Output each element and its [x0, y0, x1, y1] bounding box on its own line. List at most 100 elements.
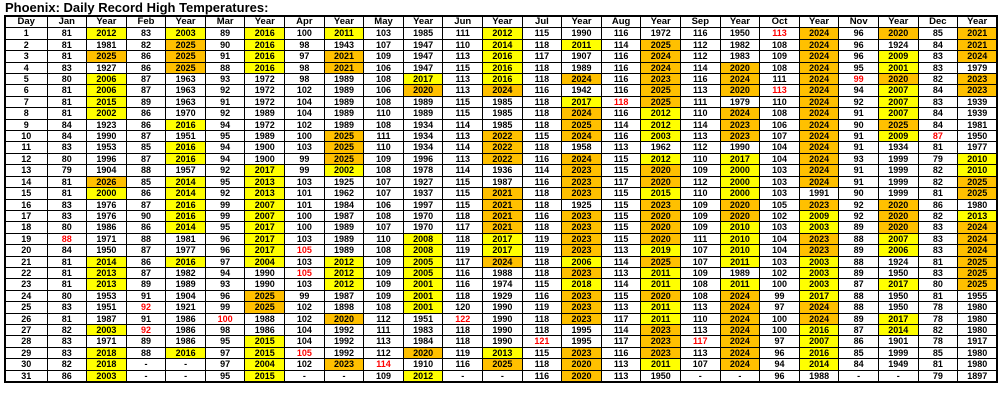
- temp-cell[interactable]: 113: [600, 358, 642, 371]
- temp-cell[interactable]: 114: [600, 118, 642, 132]
- temp-cell[interactable]: 81: [46, 84, 88, 97]
- temp-cell[interactable]: 113: [680, 130, 721, 143]
- year-cell[interactable]: 1999: [877, 164, 919, 177]
- temp-cell[interactable]: 99: [204, 209, 246, 223]
- year-cell[interactable]: 2005: [402, 255, 444, 268]
- day-cell[interactable]: 22: [4, 266, 48, 280]
- year-cell[interactable]: 1934: [877, 141, 919, 154]
- year-cell[interactable]: 2001: [877, 61, 919, 75]
- temp-cell[interactable]: 88: [125, 232, 167, 246]
- year-cell[interactable]: 2018: [86, 358, 127, 371]
- temp-cell[interactable]: 106: [363, 198, 404, 211]
- temp-cell[interactable]: 116: [521, 84, 563, 97]
- year-cell[interactable]: 2013: [244, 175, 286, 189]
- temp-cell[interactable]: 113: [442, 130, 484, 143]
- temp-cell[interactable]: 86: [125, 61, 167, 75]
- temp-cell[interactable]: 88: [838, 289, 879, 303]
- temp-cell[interactable]: 83: [917, 61, 959, 75]
- year-cell[interactable]: 2024: [957, 50, 998, 63]
- year-cell[interactable]: 1950: [957, 130, 998, 143]
- year-cell[interactable]: 2016: [244, 50, 286, 63]
- temp-cell[interactable]: 113: [680, 301, 721, 314]
- year-cell[interactable]: 2023: [719, 118, 761, 132]
- year-cell[interactable]: 1953: [86, 141, 127, 154]
- temp-cell[interactable]: 117: [521, 50, 563, 63]
- temp-cell[interactable]: 111: [680, 95, 721, 109]
- year-cell[interactable]: 2019: [640, 244, 681, 257]
- column-header-dec[interactable]: Dec: [917, 15, 959, 29]
- temp-cell[interactable]: 83: [125, 27, 167, 40]
- temp-cell[interactable]: 112: [680, 141, 721, 154]
- year-cell[interactable]: 2006: [86, 73, 127, 86]
- temp-cell[interactable]: 104: [759, 152, 800, 166]
- day-cell[interactable]: 16: [4, 198, 48, 211]
- temp-cell[interactable]: 98: [284, 38, 325, 52]
- year-cell[interactable]: 2024: [798, 312, 840, 325]
- column-header-year[interactable]: Year: [86, 15, 127, 29]
- day-cell[interactable]: 8: [4, 107, 48, 120]
- temp-cell[interactable]: 104: [759, 232, 800, 246]
- year-cell[interactable]: 1985: [402, 27, 444, 40]
- temp-cell[interactable]: 92: [204, 84, 246, 97]
- temp-cell[interactable]: 83: [46, 301, 88, 314]
- year-cell[interactable]: 1917: [957, 335, 998, 348]
- year-cell[interactable]: 1897: [957, 369, 998, 383]
- temp-cell[interactable]: 96: [204, 232, 246, 246]
- day-cell[interactable]: 10: [4, 130, 48, 143]
- temp-cell[interactable]: 108: [363, 95, 404, 109]
- year-cell[interactable]: 1971: [86, 232, 127, 246]
- temp-cell[interactable]: 81: [46, 255, 88, 268]
- temp-cell[interactable]: 98: [284, 73, 325, 86]
- temp-cell[interactable]: 110: [680, 152, 721, 166]
- temp-cell[interactable]: 116: [521, 175, 563, 189]
- year-cell[interactable]: 1947: [402, 61, 444, 75]
- temp-cell[interactable]: 78: [917, 335, 959, 348]
- temp-cell[interactable]: 92: [125, 301, 167, 314]
- temp-cell[interactable]: 84: [838, 358, 879, 371]
- year-cell[interactable]: 2011: [640, 312, 681, 325]
- year-cell[interactable]: 2024: [798, 95, 840, 109]
- temp-cell[interactable]: 79: [46, 164, 88, 177]
- year-cell[interactable]: 2020: [640, 164, 681, 177]
- temp-cell[interactable]: 96: [838, 27, 879, 40]
- temp-cell[interactable]: 109: [363, 278, 404, 291]
- year-cell[interactable]: 2020: [877, 198, 919, 211]
- year-cell[interactable]: 1950: [86, 244, 127, 257]
- temp-cell[interactable]: 109: [680, 209, 721, 223]
- temp-cell[interactable]: 102: [284, 118, 325, 132]
- temp-cell[interactable]: 115: [600, 209, 642, 223]
- year-cell[interactable]: 2025: [877, 118, 919, 132]
- year-cell[interactable]: 2012: [323, 266, 365, 280]
- temp-cell[interactable]: 116: [521, 289, 563, 303]
- year-cell[interactable]: 1980: [957, 358, 998, 371]
- temp-cell[interactable]: 109: [363, 266, 404, 280]
- year-cell[interactable]: 2017: [798, 289, 840, 303]
- year-cell[interactable]: 2003: [798, 266, 840, 280]
- year-cell[interactable]: 2025: [86, 50, 127, 63]
- year-cell[interactable]: 2000: [719, 164, 761, 177]
- temp-cell[interactable]: 91: [838, 164, 879, 177]
- year-cell[interactable]: 2024: [561, 107, 602, 120]
- year-cell[interactable]: 1950: [640, 369, 681, 383]
- year-cell[interactable]: 2013: [957, 209, 998, 223]
- temp-cell[interactable]: 87: [125, 152, 167, 166]
- year-cell[interactable]: 2024: [798, 107, 840, 120]
- temp-cell[interactable]: 116: [600, 50, 642, 63]
- year-cell[interactable]: 2016: [244, 61, 286, 75]
- year-cell[interactable]: 2025: [957, 255, 998, 268]
- year-cell[interactable]: 2018: [86, 346, 127, 360]
- temp-cell[interactable]: 89: [838, 312, 879, 325]
- temp-cell[interactable]: 102: [284, 312, 325, 325]
- temp-cell[interactable]: 92: [204, 164, 246, 177]
- temp-cell[interactable]: 105: [284, 266, 325, 280]
- year-cell[interactable]: 1986: [165, 323, 206, 337]
- day-cell[interactable]: 28: [4, 335, 48, 348]
- year-cell[interactable]: 2025: [640, 95, 681, 109]
- year-cell[interactable]: 1992: [323, 346, 365, 360]
- temp-cell[interactable]: 118: [521, 38, 563, 52]
- year-cell[interactable]: 2025: [165, 38, 206, 52]
- year-cell[interactable]: 2024: [798, 118, 840, 132]
- year-cell[interactable]: 2025: [957, 175, 998, 189]
- temp-cell[interactable]: 94: [204, 152, 246, 166]
- temp-cell[interactable]: 108: [363, 73, 404, 86]
